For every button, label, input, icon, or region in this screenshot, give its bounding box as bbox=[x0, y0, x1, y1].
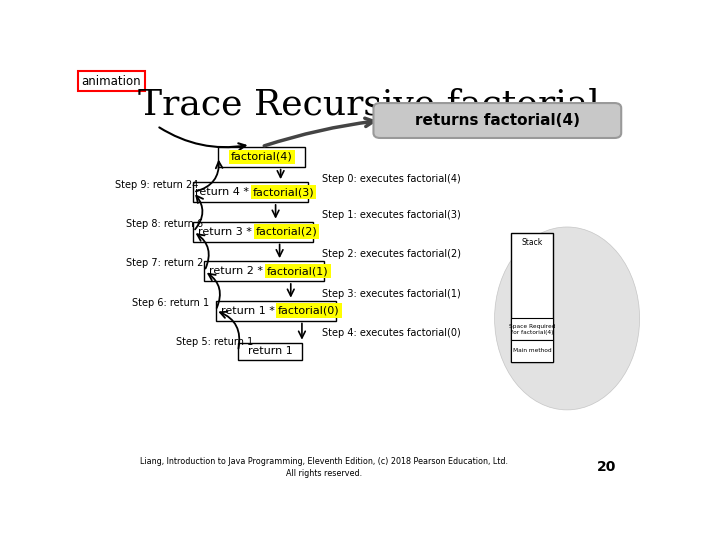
Bar bbox=[511, 233, 553, 362]
Text: factorial(2): factorial(2) bbox=[256, 227, 318, 237]
Bar bbox=[193, 221, 313, 241]
Text: return 1 *: return 1 * bbox=[220, 306, 278, 315]
Text: Step 9: return 24: Step 9: return 24 bbox=[115, 180, 199, 191]
Text: factorial(3): factorial(3) bbox=[253, 187, 315, 197]
Text: Trace Recursive factorial: Trace Recursive factorial bbox=[138, 87, 600, 122]
Text: return 4 *: return 4 * bbox=[195, 187, 253, 197]
Text: Step 0: executes factorial(4): Step 0: executes factorial(4) bbox=[322, 174, 460, 184]
Text: Step 6: return 1: Step 6: return 1 bbox=[132, 298, 209, 308]
Bar bbox=[238, 342, 302, 360]
Bar bbox=[215, 301, 336, 321]
Text: return 1: return 1 bbox=[248, 346, 292, 356]
Bar bbox=[218, 147, 305, 167]
Text: Step 7: return 2: Step 7: return 2 bbox=[126, 258, 204, 268]
Text: Step 4: executes factorial(0): Step 4: executes factorial(0) bbox=[322, 328, 460, 339]
Text: 20: 20 bbox=[596, 460, 616, 474]
Text: Step 3: executes factorial(1): Step 3: executes factorial(1) bbox=[322, 289, 460, 299]
Text: Step 1: executes factorial(3): Step 1: executes factorial(3) bbox=[322, 210, 460, 220]
Bar bbox=[204, 261, 324, 281]
Text: returns factorial(4): returns factorial(4) bbox=[415, 113, 580, 128]
Text: Step 8: return 6: Step 8: return 6 bbox=[126, 219, 203, 228]
Text: Liang, Introduction to Java Programming, Eleventh Edition, (c) 2018 Pearson Educ: Liang, Introduction to Java Programming,… bbox=[140, 456, 508, 478]
Text: Step 2: executes factorial(2): Step 2: executes factorial(2) bbox=[322, 249, 461, 259]
FancyBboxPatch shape bbox=[374, 103, 621, 138]
Text: Main method: Main method bbox=[513, 348, 552, 353]
Bar bbox=[193, 182, 307, 202]
Ellipse shape bbox=[495, 227, 639, 410]
Text: factorial(4): factorial(4) bbox=[230, 152, 292, 161]
Bar bbox=[511, 319, 553, 340]
Bar bbox=[511, 340, 553, 362]
Text: factorial(0): factorial(0) bbox=[278, 306, 340, 315]
Text: Stack: Stack bbox=[521, 238, 543, 247]
Text: return 2 *: return 2 * bbox=[210, 266, 267, 276]
Text: Space Required
for factorial(4): Space Required for factorial(4) bbox=[509, 324, 555, 335]
Text: return 3 *: return 3 * bbox=[198, 227, 256, 237]
Text: animation: animation bbox=[81, 75, 141, 88]
Text: Step 5: return 1: Step 5: return 1 bbox=[176, 337, 253, 347]
Text: factorial(1): factorial(1) bbox=[267, 266, 328, 276]
